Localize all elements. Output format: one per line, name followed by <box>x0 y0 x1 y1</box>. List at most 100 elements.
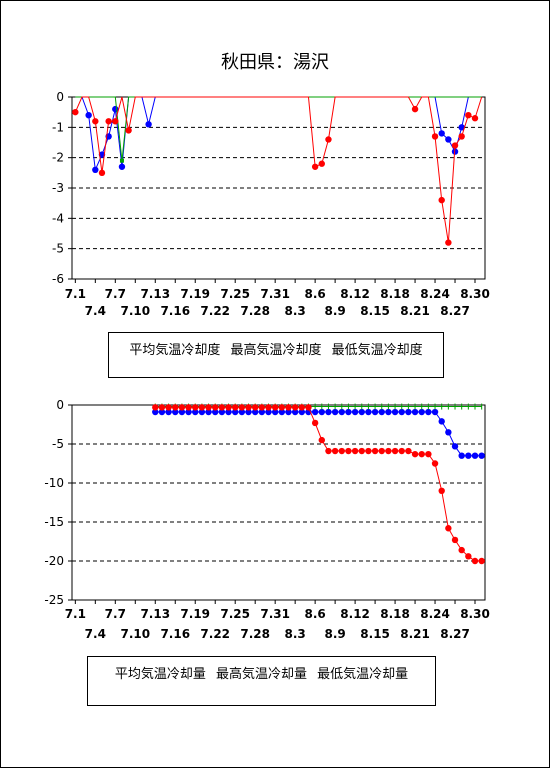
data-point <box>305 404 312 411</box>
data-point <box>318 436 325 444</box>
x-tick-label: 7.4 <box>85 304 106 318</box>
data-point <box>265 408 272 416</box>
data-point <box>192 408 199 416</box>
data-point <box>438 196 445 204</box>
data-point <box>391 447 399 455</box>
data-point <box>425 408 432 416</box>
data-point <box>285 408 292 416</box>
legend-label-mean: 平均気温冷却度 <box>129 343 221 358</box>
data-point <box>218 404 226 411</box>
series-line <box>74 96 483 243</box>
data-point <box>418 408 425 416</box>
data-point <box>271 408 279 416</box>
data-point <box>165 404 172 411</box>
data-point <box>245 404 252 411</box>
y-tick-label: 0 <box>56 398 64 412</box>
x-tick-label: 7.25 <box>220 287 250 301</box>
data-point <box>431 460 439 467</box>
data-point <box>238 404 246 411</box>
data-point <box>172 408 179 416</box>
data-point <box>158 408 166 416</box>
data-point <box>285 404 292 411</box>
data-point <box>425 450 432 458</box>
x-tick-label: 8.15 <box>360 627 390 641</box>
series-line <box>155 411 482 457</box>
data-point <box>378 447 385 455</box>
data-point <box>118 163 126 170</box>
data-point <box>358 408 365 416</box>
data-point <box>152 408 159 416</box>
data-point <box>311 163 319 170</box>
x-tick-label: 7.31 <box>260 287 290 301</box>
data-point <box>258 404 266 411</box>
data-point <box>398 447 405 455</box>
data-point <box>338 408 345 416</box>
legend-label-max: 最高気温冷却度 <box>230 343 322 358</box>
data-point <box>431 408 439 416</box>
data-point <box>338 447 345 455</box>
data-point <box>458 452 465 459</box>
data-point <box>225 404 232 411</box>
x-tick-label: 8.27 <box>440 304 470 318</box>
data-point <box>325 447 332 455</box>
data-point <box>445 429 452 436</box>
x-tick-label: 7.19 <box>180 287 210 301</box>
x-tick-label: 8.9 <box>324 627 345 641</box>
data-point <box>172 404 179 411</box>
page-title: 秋田県：湯沢 <box>221 52 329 73</box>
data-point <box>238 408 246 416</box>
y-tick-label: -20 <box>44 554 64 568</box>
x-tick-label: 7.16 <box>160 627 190 641</box>
series-line <box>75 96 482 161</box>
data-point <box>265 404 272 411</box>
data-point <box>298 404 306 411</box>
data-point <box>291 408 299 416</box>
data-point <box>258 408 266 416</box>
data-point <box>105 118 112 125</box>
x-tick-label: 8.15 <box>360 304 390 318</box>
data-point <box>271 404 279 411</box>
x-tick-label: 7.10 <box>120 627 150 641</box>
x-tick-label: 7.13 <box>140 607 170 621</box>
x-tick-label: 8.18 <box>380 287 410 301</box>
data-point <box>251 404 259 411</box>
plot-area-2 <box>71 404 486 601</box>
data-point <box>365 447 372 455</box>
data-point <box>92 118 99 125</box>
data-point <box>411 450 419 458</box>
legend-label-min: 最低気温冷却量 <box>317 667 409 682</box>
data-point <box>351 408 359 416</box>
x-tick-label: 7.22 <box>200 304 230 318</box>
data-point <box>311 408 319 416</box>
legend-label-mean: 平均気温冷却量 <box>114 667 206 682</box>
data-point <box>198 404 206 411</box>
y-tick-label: -1 <box>52 120 64 134</box>
data-point <box>365 408 372 416</box>
data-point <box>351 447 359 455</box>
x-tick-label: 8.6 <box>305 607 326 621</box>
x-tick-label: 7.13 <box>140 287 170 301</box>
data-point <box>411 105 419 113</box>
x-tick-label: 7.7 <box>105 287 126 301</box>
data-point <box>371 447 379 455</box>
y-tick-label: -5 <box>52 242 64 256</box>
data-point <box>458 133 465 140</box>
x-tick-label: 8.9 <box>324 304 345 318</box>
data-point <box>451 142 459 149</box>
data-point <box>225 408 232 416</box>
data-point <box>185 408 192 416</box>
data-point <box>378 408 385 416</box>
data-point <box>385 447 392 455</box>
y-tick-label: -10 <box>44 476 64 490</box>
data-point <box>438 418 445 425</box>
data-point <box>431 133 439 140</box>
data-point <box>125 127 132 134</box>
data-point <box>192 404 199 411</box>
data-point <box>391 408 399 416</box>
data-point <box>72 108 79 116</box>
data-point <box>165 408 172 416</box>
legend-cooling-amount: 平均気温冷却量 最高気温冷却量 最低気温冷却量 <box>87 656 436 706</box>
data-point <box>478 557 485 565</box>
x-tick-label: 7.19 <box>180 607 210 621</box>
data-point <box>465 452 472 459</box>
